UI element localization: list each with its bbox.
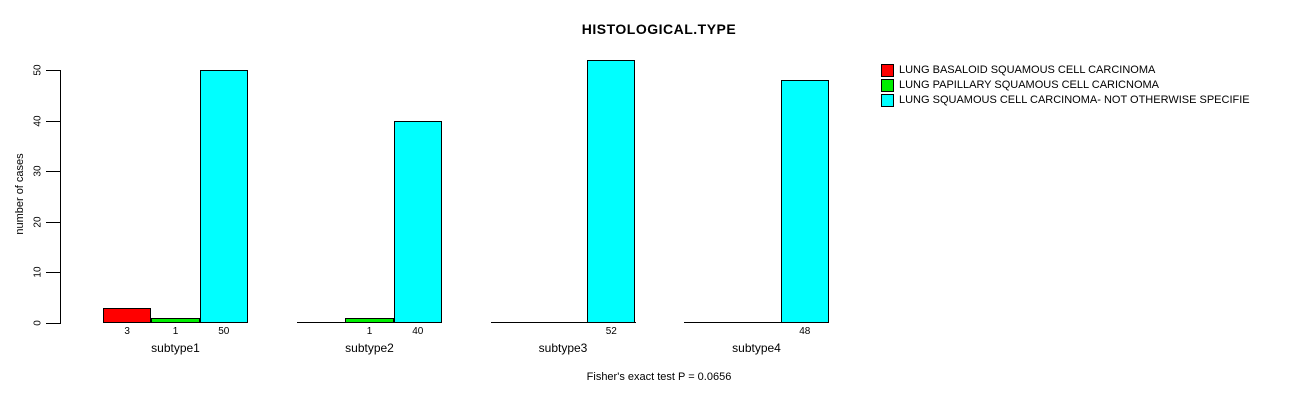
legend-row: LUNG BASALOID SQUAMOUS CELL CARCINOMA [881, 63, 1250, 78]
legend-label: LUNG PAPILLARY SQUAMOUS CELL CARICNOMA [899, 79, 1159, 91]
bar-subtype2-series2 [345, 317, 394, 323]
bar-subtype1-series1 [103, 307, 152, 323]
bar-subtype2-series3 [393, 120, 442, 323]
legend-row: LUNG SQUAMOUS CELL CARCINOMA- NOT OTHERW… [881, 93, 1250, 108]
bar-value-label: 50 [218, 326, 230, 337]
category-label: subtype3 [538, 341, 588, 355]
y-tick [46, 272, 60, 274]
y-tick-label: 50 [32, 64, 44, 76]
category-label: subtype4 [732, 341, 781, 355]
y-tick [46, 120, 60, 122]
y-tick-label: 0 [32, 320, 44, 326]
category-label: subtype1 [151, 341, 200, 355]
legend-swatch-icon [881, 79, 894, 92]
y-tick-label: 40 [32, 115, 44, 127]
bar-subtype1-series3 [199, 70, 248, 323]
y-axis-line [60, 70, 61, 324]
bar-subtype4-series3 [780, 80, 829, 323]
legend-swatch-icon [881, 94, 894, 107]
y-tick-label: 10 [32, 266, 44, 278]
y-tick [46, 221, 60, 223]
bar-value-label: 40 [412, 326, 424, 337]
y-tick [46, 323, 60, 324]
category-label: subtype2 [345, 341, 394, 355]
bar-value-label: 48 [799, 326, 811, 337]
y-tick [46, 70, 60, 71]
bar-value-label: 1 [172, 326, 179, 337]
bar-value-label: 1 [366, 326, 373, 337]
legend-row: LUNG PAPILLARY SQUAMOUS CELL CARICNOMA [881, 78, 1250, 93]
y-axis-title-text: number of cases [14, 153, 26, 235]
y-tick [46, 171, 60, 173]
legend-label: LUNG SQUAMOUS CELL CARCINOMA- NOT OTHERW… [899, 94, 1250, 106]
bar-subtype3-series3 [587, 59, 636, 323]
group-baseline [684, 322, 829, 323]
bar-value-label: 3 [124, 326, 130, 337]
legend-label: LUNG BASALOID SQUAMOUS CELL CARCINOMA [899, 64, 1156, 76]
y-tick-label: 30 [32, 165, 44, 177]
chart-title: HISTOLOGICAL.TYPE [581, 21, 737, 37]
bar-value-label: 52 [605, 326, 617, 337]
group-baseline [490, 322, 636, 323]
y-tick-label: 20 [32, 216, 44, 228]
fisher-test-note: Fisher's exact test P = 0.0656 [586, 371, 732, 383]
legend: LUNG BASALOID SQUAMOUS CELL CARCINOMA LUN… [881, 63, 1250, 108]
legend-swatch-icon [881, 64, 894, 77]
bar-subtype1-series2 [151, 317, 200, 323]
